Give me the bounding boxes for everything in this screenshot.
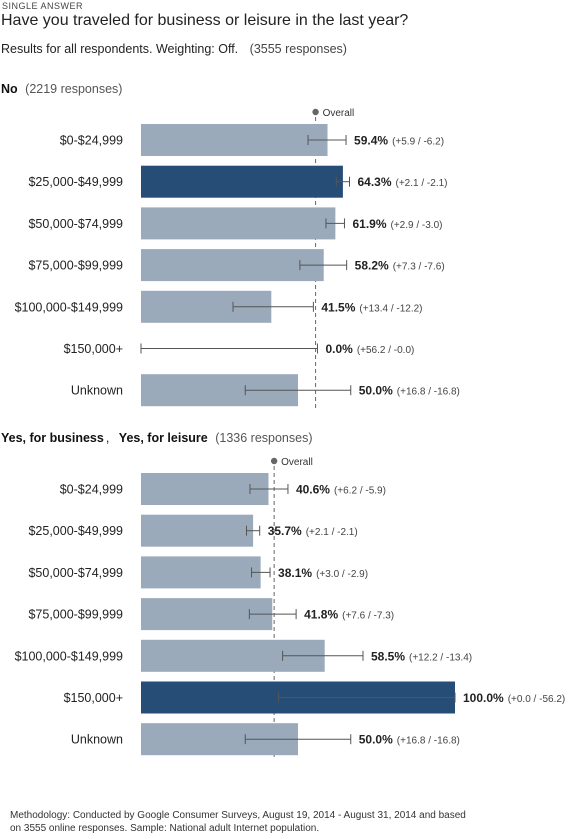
results-summary: Results for all respondents. Weighting: … xyxy=(1,42,347,56)
value-label: 59.4% (+5.9 / -6.2) xyxy=(354,134,444,148)
group-label-part-leisure: Yes, for leisure xyxy=(118,431,208,445)
overall-label: Overall xyxy=(323,108,355,119)
question-type-tag: SINGLE ANSWER xyxy=(2,1,84,11)
value-percent: 41.5% xyxy=(321,300,355,314)
value-percent: 38.1% xyxy=(278,566,312,580)
value-percent: 58.2% xyxy=(355,259,389,273)
error-range-label: (+6.2 / -5.9) xyxy=(334,486,386,497)
value-label: 100.0% (+0.0 / -56.2) xyxy=(463,691,565,705)
bar xyxy=(141,473,269,505)
error-range-label: (+2.1 / -2.1) xyxy=(396,178,448,189)
category-label: Unknown xyxy=(71,733,123,747)
question-title: Have you traveled for business or leisur… xyxy=(1,12,409,29)
bar xyxy=(141,249,324,282)
value-label: 50.0% (+16.8 / -16.8) xyxy=(359,733,460,747)
error-range-label: (+5.9 / -6.2) xyxy=(392,137,444,148)
value-label: 58.2% (+7.3 / -7.6) xyxy=(355,259,445,273)
error-range-label: (+2.9 / -3.0) xyxy=(391,220,443,231)
category-label: Unknown xyxy=(71,384,123,398)
methodology-line-1: Methodology: Conducted by Google Consume… xyxy=(10,810,466,821)
value-label: 58.5% (+12.2 / -13.4) xyxy=(371,649,472,663)
category-label: $0-$24,999 xyxy=(60,483,123,497)
bar-chart: Overall $0-$24,999 59.4% (+5.9 / -6.2) $25,0… xyxy=(15,108,565,760)
bar xyxy=(141,514,254,547)
bar xyxy=(141,124,328,156)
value-percent: 50.0% xyxy=(359,733,393,747)
methodology-note: Methodology: Conducted by Google Consume… xyxy=(10,810,555,835)
value-label: 38.1% (+3.0 / -2.9) xyxy=(278,566,368,580)
value-label: 40.6% (+6.2 / -5.9) xyxy=(296,483,386,497)
group-title-yes: Yes, for business, Yes, for leisure (133… xyxy=(1,431,313,445)
category-label: $0-$24,999 xyxy=(60,134,123,148)
value-percent: 100.0% xyxy=(463,691,504,705)
methodology-line-2: on 3555 online responses. Sample: Nation… xyxy=(10,822,320,834)
results-text: Results for all respondents. Weighting: … xyxy=(1,42,239,56)
category-label: $100,000-$149,999 xyxy=(15,649,123,663)
total-responses: (3555 responses) xyxy=(249,42,347,56)
error-range-label: (+56.2 / -0.0) xyxy=(357,345,415,356)
category-label: $75,000-$99,999 xyxy=(28,259,123,273)
category-label: $50,000-$74,999 xyxy=(28,566,123,580)
value-label: 0.0% (+56.2 / -0.0) xyxy=(325,342,414,356)
value-percent: 0.0% xyxy=(325,342,353,356)
value-label: 41.5% (+13.4 / -12.2) xyxy=(321,300,422,314)
value-label: 61.9% (+2.9 / -3.0) xyxy=(352,217,442,231)
overall-label: Overall xyxy=(281,457,313,468)
error-range-label: (+16.8 / -16.8) xyxy=(397,387,460,398)
value-label: 64.3% (+2.1 / -2.1) xyxy=(357,175,447,189)
value-percent: 64.3% xyxy=(357,175,391,189)
bar xyxy=(141,165,343,198)
group-responses: (1336 responses) xyxy=(215,431,313,445)
value-percent: 50.0% xyxy=(359,384,393,398)
category-label: $150,000+ xyxy=(64,691,123,705)
error-range-label: (+16.8 / -16.8) xyxy=(397,736,460,747)
error-range-label: (+0.0 / -56.2) xyxy=(508,694,566,705)
category-label: $25,000-$49,999 xyxy=(28,524,123,538)
group-label: No xyxy=(1,82,18,96)
value-percent: 61.9% xyxy=(352,217,386,231)
value-percent: 40.6% xyxy=(296,483,330,497)
category-label: $100,000-$149,999 xyxy=(15,300,123,314)
error-range-label: (+2.1 / -2.1) xyxy=(306,527,358,538)
category-label: $150,000+ xyxy=(64,342,123,356)
value-percent: 35.7% xyxy=(268,524,302,538)
value-percent: 41.8% xyxy=(304,608,338,622)
overall-marker xyxy=(270,457,278,465)
group-label-part-business: Yes, for business xyxy=(1,431,104,445)
value-label: 35.7% (+2.1 / -2.1) xyxy=(268,524,358,538)
category-label: $25,000-$49,999 xyxy=(28,175,123,189)
value-percent: 59.4% xyxy=(354,134,388,148)
group-title-no: No (2219 responses) xyxy=(1,82,122,96)
value-percent: 58.5% xyxy=(371,649,405,663)
group-label-separator: , xyxy=(105,431,110,445)
bar xyxy=(141,207,336,240)
error-range-label: (+3.0 / -2.9) xyxy=(316,569,368,580)
category-label: $50,000-$74,999 xyxy=(28,217,123,231)
error-range-label: (+7.3 / -7.6) xyxy=(393,262,445,273)
error-range-label: (+13.4 / -12.2) xyxy=(359,303,422,314)
value-label: 50.0% (+16.8 / -16.8) xyxy=(359,384,460,398)
group-responses: (2219 responses) xyxy=(25,82,123,96)
value-label: 41.8% (+7.6 / -7.3) xyxy=(304,608,394,622)
category-label: $75,000-$99,999 xyxy=(28,608,123,622)
bar xyxy=(141,556,261,589)
error-range-label: (+12.2 / -13.4) xyxy=(409,652,472,663)
error-range-label: (+7.6 / -7.3) xyxy=(342,611,394,622)
overall-marker xyxy=(312,108,319,116)
